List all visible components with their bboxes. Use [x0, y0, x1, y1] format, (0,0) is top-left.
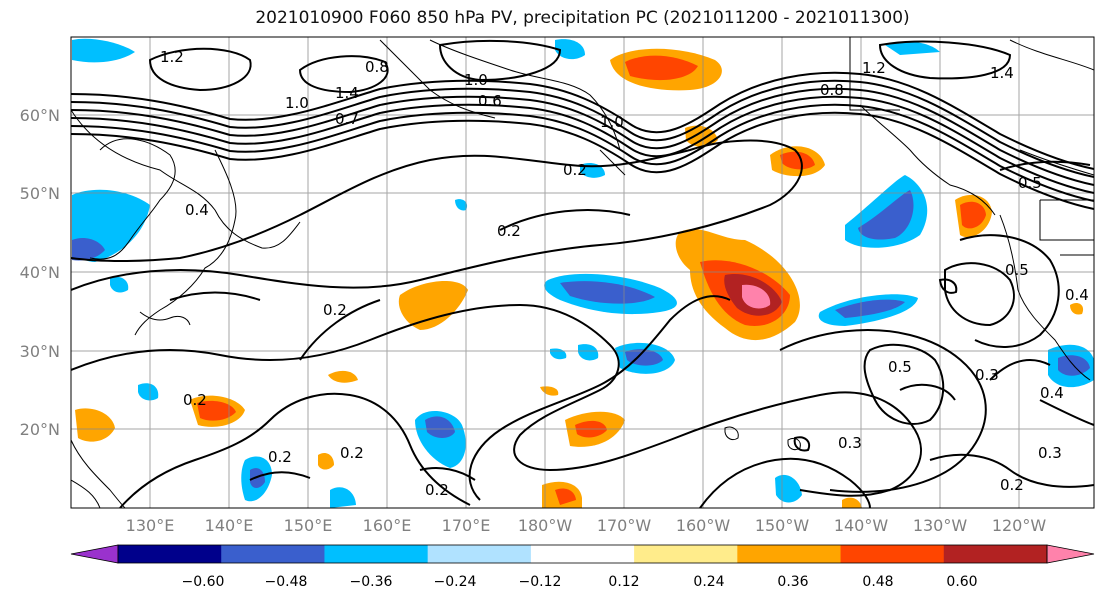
lon-label: 160°W	[676, 516, 731, 535]
map-frame	[70, 36, 1095, 509]
colorbar-tick-label: 0.60	[946, 574, 977, 590]
contour-label: 0.7	[335, 110, 359, 128]
contour-label-group: 1.2 1.0 1.4 0.8 1.0 0.6 0.7 1.0 0.8 1.2 …	[160, 48, 1089, 499]
lat-label-60n: 60°N	[20, 106, 60, 125]
colorbar-ticks: −0.60 −0.48 −0.36 −0.24 −0.12 0.12 0.24 …	[182, 574, 978, 590]
pv-contours	[71, 39, 1094, 508]
contour-label: 0.2	[425, 481, 449, 499]
contour-label: 0.2	[340, 444, 364, 462]
latitude-labels: 60°N 50°N 40°N 30°N 20°N	[20, 106, 60, 439]
contour-label: 0.4	[1065, 286, 1089, 304]
contour-label: 1.2	[160, 48, 184, 66]
contour-label: 1.2	[862, 59, 886, 77]
contour-label: 0.8	[820, 81, 844, 99]
contour-label: 1.4	[335, 84, 359, 102]
lon-label: 130°W	[913, 516, 968, 535]
contour-label: 0.3	[838, 434, 862, 452]
colorbar-tick-label: 0.24	[693, 574, 724, 590]
contour-label: 0.2	[563, 161, 587, 179]
map-canvas	[71, 37, 1094, 508]
contour-label: 0.2	[183, 391, 207, 409]
lon-label: 170°W	[597, 516, 652, 535]
lon-label: 140°E	[205, 516, 254, 535]
colorbar-swatch	[530, 545, 635, 563]
lat-label-30n: 30°N	[20, 342, 60, 361]
colorbar-tick-label: 0.36	[777, 574, 808, 590]
lon-label: 160°E	[363, 516, 412, 535]
colorbar-swatch	[634, 545, 738, 563]
colorbar-swatch	[427, 545, 532, 563]
contour-label: 0.2	[268, 448, 292, 466]
coastlines	[71, 37, 1094, 508]
contour-label: 0.4	[185, 201, 209, 219]
colorbar-tick-label: −0.60	[182, 574, 225, 590]
colorbar-swatch	[943, 545, 1048, 563]
colorbar-tick-label: 0.12	[608, 574, 639, 590]
colorbar-extend-low	[70, 544, 119, 564]
colorbar-tick-label: 0.48	[862, 574, 893, 590]
contour-label: 0.2	[1000, 476, 1024, 494]
contour-label: 0.5	[888, 358, 912, 376]
colorbar-swatch	[324, 545, 429, 563]
colorbar-extend-high	[1046, 544, 1095, 564]
lat-label-40n: 40°N	[20, 263, 60, 282]
contour-label: 1.0	[464, 71, 488, 89]
lon-label: 120°W	[992, 516, 1047, 535]
longitude-labels: 130°E 140°E 150°E 160°E 170°E 180°W 170°…	[126, 516, 1047, 535]
colorbar-frame	[117, 544, 1048, 564]
colorbar-swatch	[737, 545, 842, 563]
lat-label-20n: 20°N	[20, 420, 60, 439]
contour-label: 0.5	[1018, 174, 1042, 192]
contour-label: 0.8	[365, 58, 389, 76]
contour-label: 0.4	[1040, 384, 1064, 402]
lon-label: 130°E	[126, 516, 175, 535]
colorbar-tick-label: −0.12	[519, 574, 562, 590]
colorbar-swatch	[118, 545, 222, 563]
lon-label: 180°W	[518, 516, 573, 535]
colorbar-swatch	[221, 545, 325, 563]
contour-label: 0.3	[1038, 444, 1062, 462]
lat-label-50n: 50°N	[20, 184, 60, 203]
contour-label: 0.6	[478, 92, 502, 110]
contour-label: 0.2	[323, 301, 347, 319]
colorbar-swatch	[840, 545, 945, 563]
lon-label: 140°W	[834, 516, 889, 535]
precip-shading	[72, 38, 1094, 508]
contour-label: 0.3	[975, 366, 999, 384]
lon-label: 150°E	[284, 516, 333, 535]
colorbar	[70, 544, 1095, 564]
lon-label: 150°W	[755, 516, 810, 535]
contour-label: 1.0	[600, 113, 624, 131]
contour-label: 0.5	[1005, 261, 1029, 279]
contour-label: 1.4	[990, 64, 1014, 82]
colorbar-tick-label: −0.36	[350, 574, 393, 590]
contour-label: 1.0	[285, 94, 309, 112]
lon-label: 170°E	[442, 516, 491, 535]
colorbar-tick-label: −0.24	[434, 574, 477, 590]
map-title: 2021010900 F060 850 hPa PV, precipitatio…	[255, 8, 910, 28]
contour-label: 0.2	[497, 222, 521, 240]
colorbar-tick-label: −0.48	[265, 574, 308, 590]
